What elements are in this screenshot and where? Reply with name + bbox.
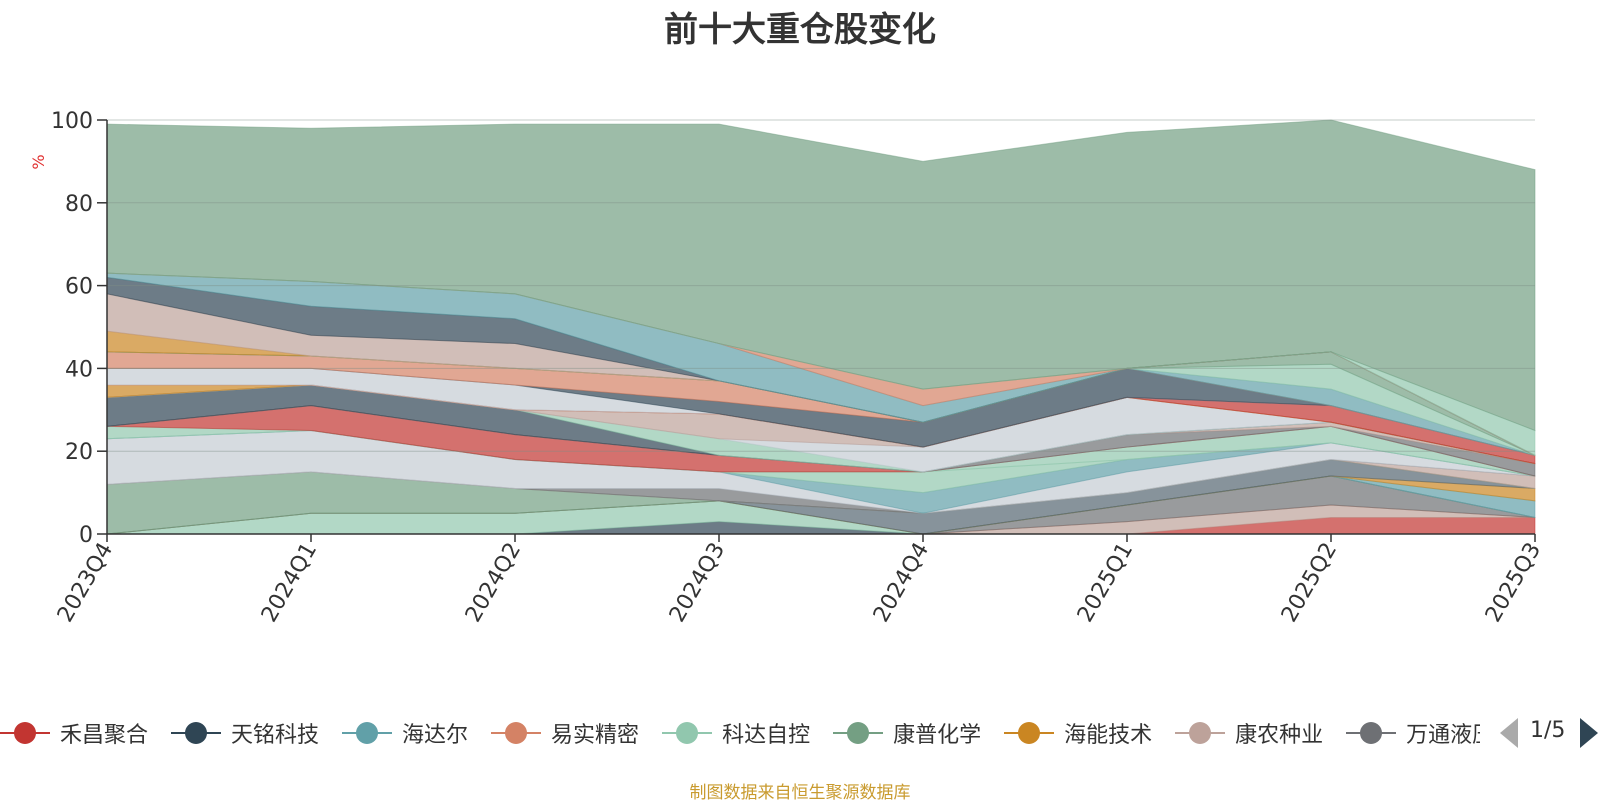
legend-label: 万通液压: [1406, 723, 1480, 748]
legend-symbol-icon: [1004, 722, 1055, 744]
legend-label: 科达自控: [722, 723, 811, 748]
legend-prev-arrow-icon[interactable]: [1500, 718, 1518, 748]
y-tick-label: 0: [79, 523, 93, 548]
x-tick-label: 2023Q4: [53, 539, 118, 627]
legend-next-arrow-icon[interactable]: [1580, 718, 1598, 748]
chart-title: 前十大重仓股变化: [664, 10, 936, 50]
x-tick-label: 2025Q2: [1277, 539, 1342, 627]
legend-item[interactable]: 康普化学: [833, 712, 981, 754]
legend-symbol-icon: [342, 722, 393, 744]
legend-item[interactable]: 易实精密: [491, 712, 639, 754]
x-tick-label: 2025Q3: [1481, 539, 1546, 627]
legend-item[interactable]: 天铭科技: [171, 712, 319, 754]
legend-item[interactable]: 科达自控: [662, 712, 810, 754]
y-tick-label: 100: [51, 109, 93, 134]
y-tick-label: 80: [65, 192, 93, 217]
legend-symbol-icon: [491, 722, 542, 744]
x-tick-label: 2024Q3: [665, 539, 730, 627]
x-tick-label: 2024Q1: [257, 539, 322, 627]
legend-item[interactable]: 海能技术: [1004, 712, 1152, 754]
y-tick-label: 40: [65, 357, 93, 382]
legend-symbol-icon: [1346, 722, 1397, 744]
legend-label: 禾昌聚合: [60, 723, 149, 748]
legend-symbol-icon: [171, 722, 222, 744]
legend-item[interactable]: 万通液压: [1346, 712, 1480, 754]
legend-label: 易实精密: [551, 723, 640, 748]
y-axis-label: %: [29, 154, 48, 169]
legend-symbol-icon: [662, 722, 713, 744]
legend-label: 康农种业: [1235, 723, 1324, 748]
x-tick-label: 2024Q4: [869, 539, 934, 627]
area-series-37: [106, 119, 1536, 432]
legend-symbol-icon: [1175, 722, 1226, 744]
legend-symbol-icon: [0, 722, 50, 744]
legend-item[interactable]: 海达尔: [342, 712, 468, 754]
legend-label: 康普化学: [893, 723, 982, 748]
data-source-note: 制图数据来自恒生聚源数据库: [689, 783, 911, 803]
y-tick-label: 60: [65, 275, 93, 300]
x-tick-label: 2024Q2: [461, 539, 526, 627]
legend-page-indicator: 1/5: [1530, 718, 1566, 743]
legend-label: 海能技术: [1064, 723, 1153, 748]
legend-pager: 1/5: [1500, 716, 1600, 752]
legend-label: 海达尔: [402, 723, 469, 748]
legend: 禾昌聚合 天铭科技 海达尔 易实精密 科达自控 康普化学 海能技术 康农种业 万通液压: [0, 712, 1480, 754]
y-tick-label: 20: [65, 440, 93, 465]
legend-item[interactable]: 禾昌聚合: [0, 712, 148, 754]
legend-symbol-icon: [833, 722, 884, 744]
legend-item[interactable]: 康农种业: [1175, 712, 1323, 754]
legend-label: 天铭科技: [231, 723, 320, 748]
x-tick-label: 2025Q1: [1073, 539, 1138, 627]
chart-plot: 0 20 40 60 80 100% 2023Q4 2024Q1 2024Q2 2024Q3 202…: [29, 109, 1546, 627]
